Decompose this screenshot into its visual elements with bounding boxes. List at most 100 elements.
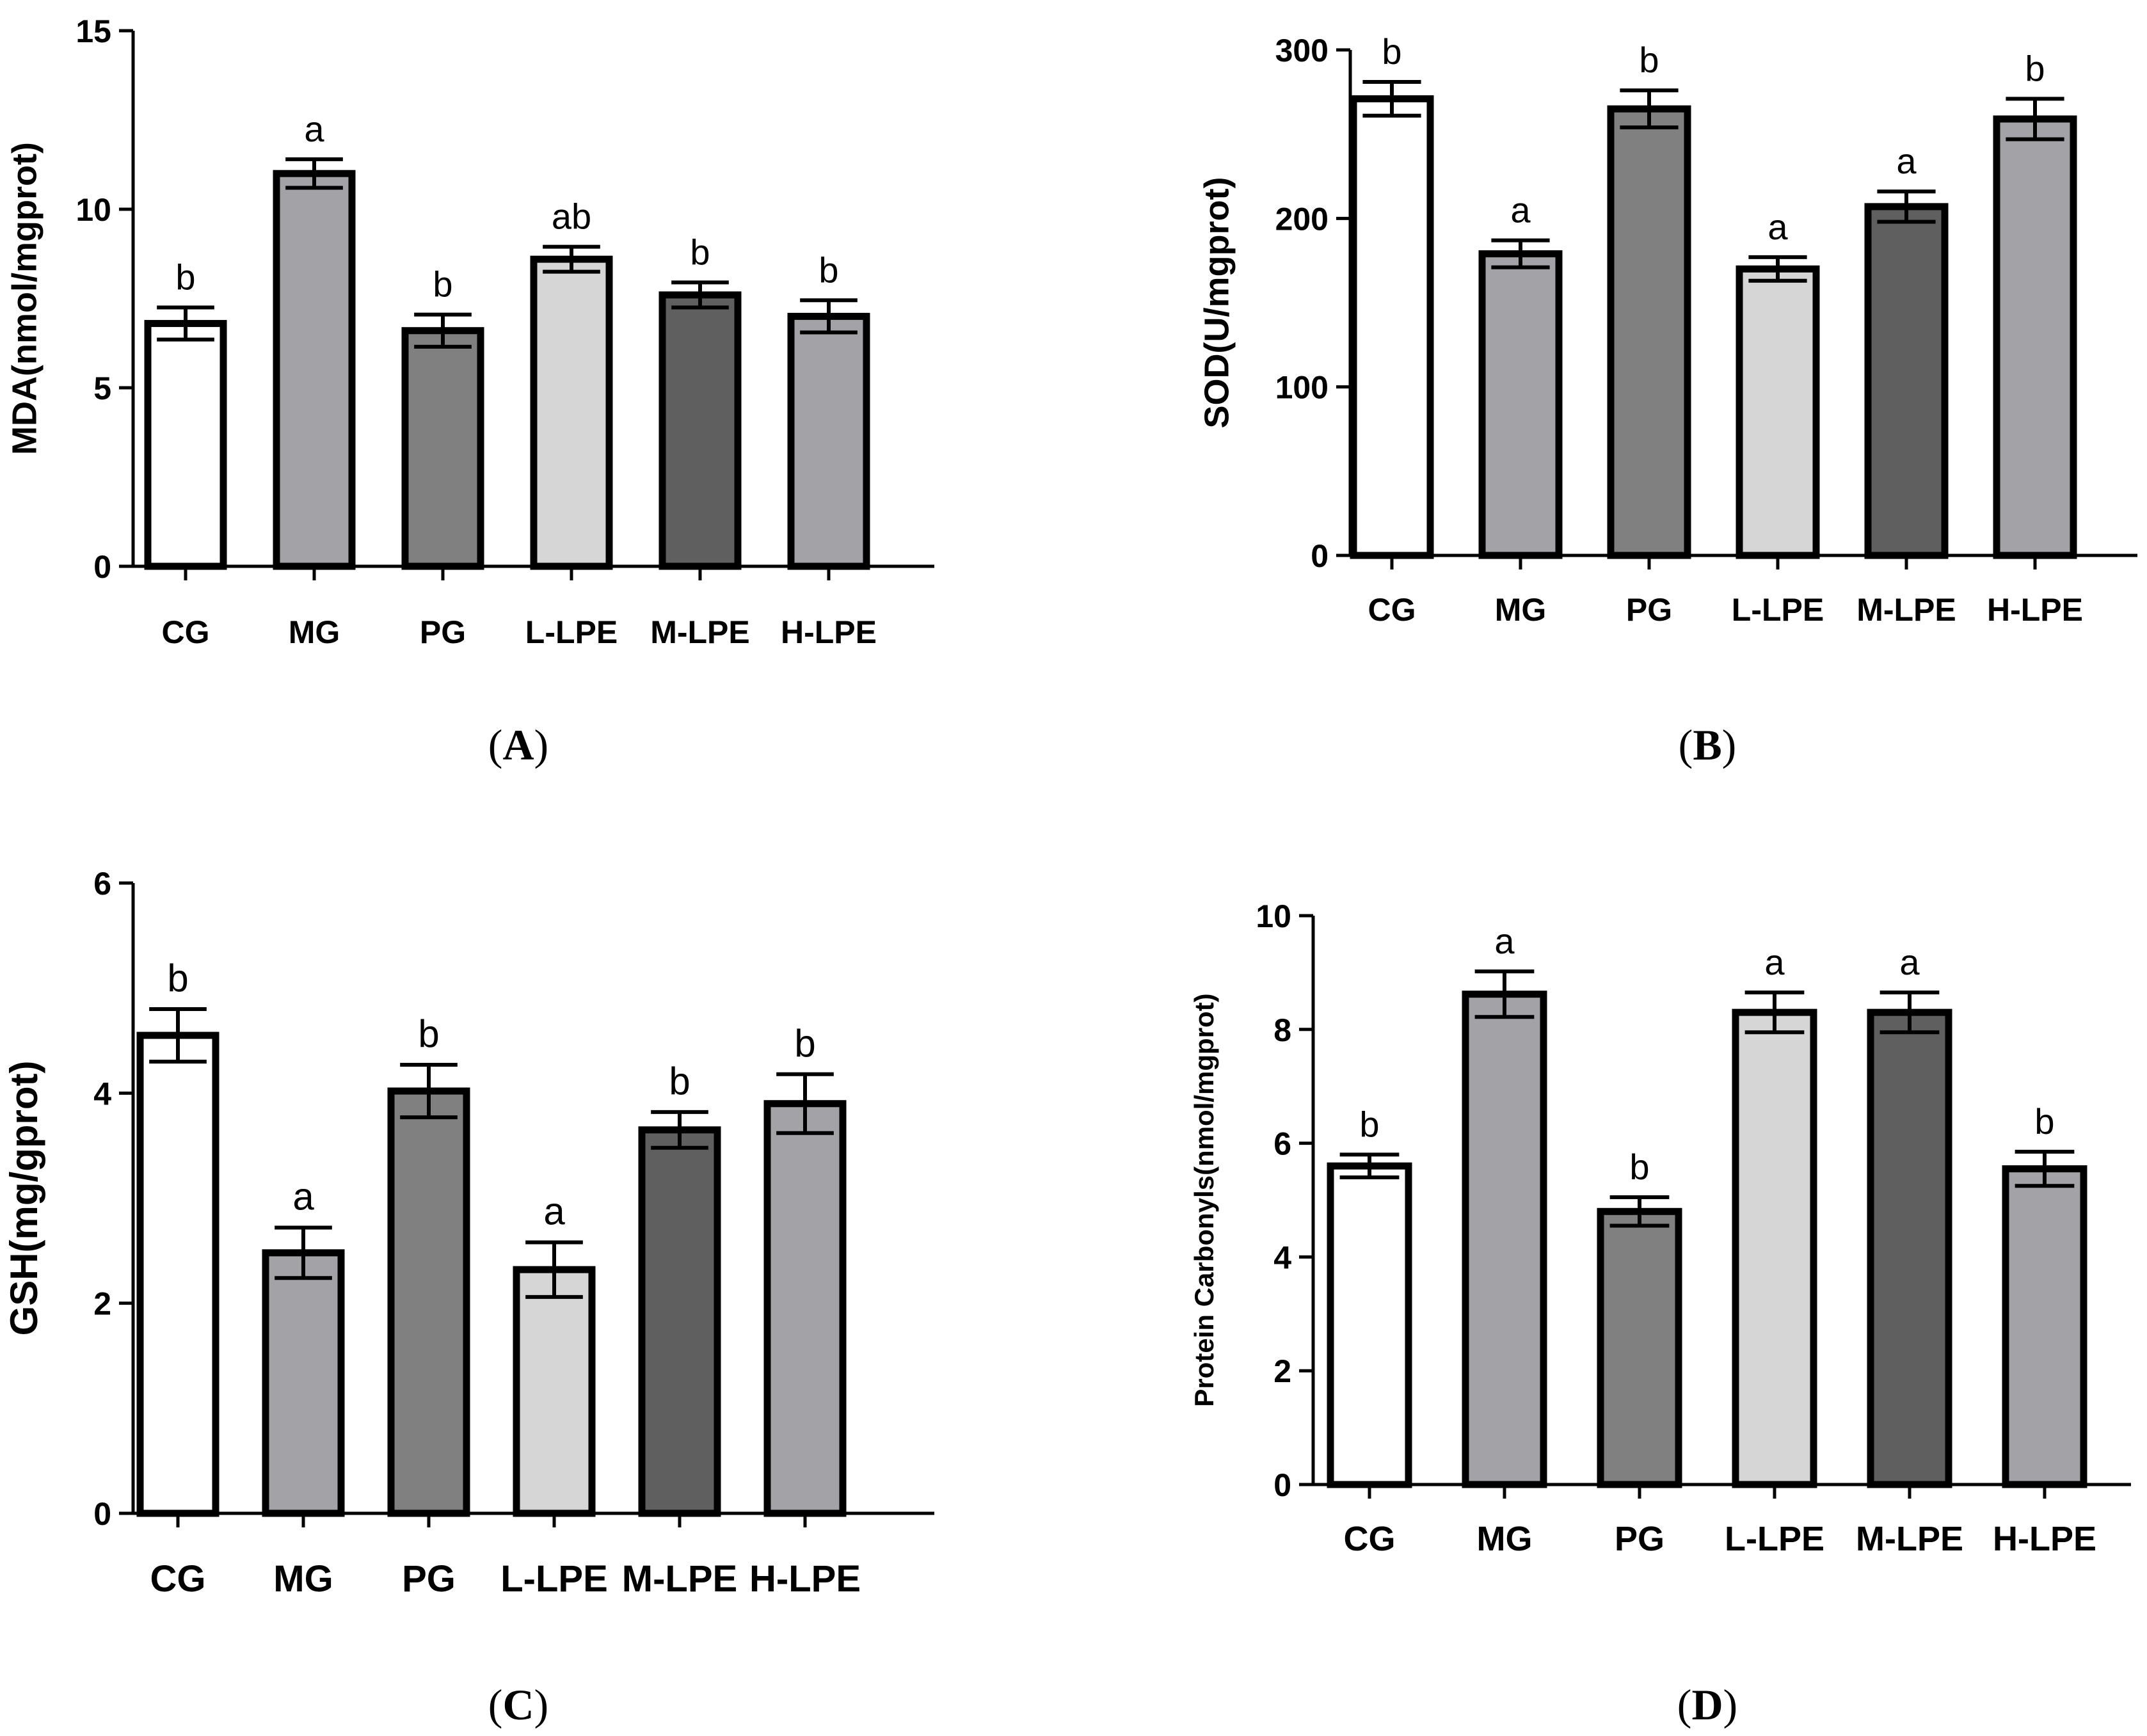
significance-label: a xyxy=(543,1190,565,1232)
bar-l-lpe xyxy=(513,1266,596,1517)
bar-l-lpe xyxy=(530,255,613,570)
category-label: H-LPE xyxy=(749,1558,861,1600)
category-label: H-LPE xyxy=(1993,1520,2096,1558)
bar-mg xyxy=(262,1249,345,1517)
category-label: L-LPE xyxy=(1732,592,1824,628)
panel-b: 0 100 200 300 SOD(U/mgprot) b CG a MG b PG a L-LPE a M… xyxy=(1066,0,2147,704)
y-tick-label: 6 xyxy=(93,866,111,902)
bar-h-lpe xyxy=(763,1100,847,1517)
bar-l-lpe xyxy=(1732,1008,1817,1488)
significance-label: b xyxy=(2034,1101,2054,1142)
y-tick-label: 10 xyxy=(76,192,111,228)
category-label: MG xyxy=(1477,1520,1533,1558)
y-tick-label: 0 xyxy=(1273,1467,1291,1503)
category-label: PG xyxy=(402,1558,456,1600)
significance-label: b xyxy=(175,257,195,297)
chart-svg-c: 0 2 4 6 GSH(mg/gprot) b CG a MG b PG a L-LPE b M-LPE b H… xyxy=(3,866,934,1600)
significance-label: a xyxy=(1510,190,1531,230)
y-axis-title: Protein Carbonyls(nmol/mgprot) xyxy=(1189,993,1219,1406)
caption-d: (D) xyxy=(1677,1680,1738,1729)
significance-label: b xyxy=(794,1022,815,1065)
y-tick-label: 0 xyxy=(93,1496,111,1532)
y-tick-label: 2 xyxy=(1273,1353,1291,1389)
category-label: CG xyxy=(1368,592,1416,628)
category-label: PG xyxy=(420,614,466,650)
y-axis-title: SOD(U/mgprot) xyxy=(1197,177,1236,429)
y-tick-label: 4 xyxy=(93,1076,111,1111)
significance-label: b xyxy=(690,232,710,272)
bar-l-lpe xyxy=(1736,265,1820,559)
y-tick-label: 4 xyxy=(1273,1239,1291,1275)
panel-a: 0 5 10 15 MDA(nmol/mgprot) b CG a MG b PG ab L-LPE b M… xyxy=(0,0,1024,704)
bar-mg xyxy=(273,170,356,570)
bar-cg xyxy=(144,320,227,570)
caption-a: (A) xyxy=(488,721,549,769)
significance-label: a xyxy=(1494,921,1515,961)
category-label: L-LPE xyxy=(525,614,618,650)
category-label: H-LPE xyxy=(781,614,877,650)
bar-h-lpe xyxy=(2002,1165,2087,1488)
bar-m-lpe xyxy=(638,1126,721,1517)
category-label: CG xyxy=(162,614,210,650)
y-tick-label: 6 xyxy=(1273,1126,1291,1162)
bar-cg xyxy=(1327,1162,1412,1488)
y-tick-label: 2 xyxy=(93,1286,111,1322)
caption-c: (C) xyxy=(488,1680,549,1729)
bar-pg xyxy=(387,1087,470,1517)
category-label: M-LPE xyxy=(1856,592,1956,628)
bar-cg xyxy=(1350,95,1434,559)
significance-label: b xyxy=(1382,31,1401,72)
y-tick-label: 5 xyxy=(93,370,111,406)
bar-mg xyxy=(1462,991,1547,1488)
significance-label: b xyxy=(1639,40,1659,80)
significance-label: a xyxy=(1768,207,1788,247)
significance-label: a xyxy=(1764,942,1785,982)
significance-label: a xyxy=(304,109,324,149)
category-label: MG xyxy=(289,614,340,650)
y-tick-label: 200 xyxy=(1275,201,1329,237)
panel-c: 0 2 4 6 GSH(mg/gprot) b CG a MG b PG a L-LPE b M-LPE b H… xyxy=(0,845,1024,1676)
significance-label: a xyxy=(1896,141,1917,181)
significance-label: b xyxy=(167,957,188,999)
panel-d: 0 2 4 6 8 10 Protein Carbonyls(nmol/mgprot) b CG… xyxy=(1066,845,2147,1676)
y-axis-title: MDA(nmol/mgprot) xyxy=(5,142,44,455)
category-label: L-LPE xyxy=(1725,1520,1824,1558)
significance-label: b xyxy=(669,1060,690,1103)
y-tick-label: 10 xyxy=(1256,898,1291,934)
bar-pg xyxy=(1607,105,1691,559)
y-tick-label: 0 xyxy=(1311,538,1329,574)
significance-label: b xyxy=(818,250,838,290)
category-label: L-LPE xyxy=(500,1558,608,1600)
bar-pg xyxy=(1597,1207,1682,1488)
chart-svg-d: 0 2 4 6 8 10 Protein Carbonyls(nmol/mgprot) b CG… xyxy=(1189,898,2131,1558)
category-label: M-LPE xyxy=(650,614,750,650)
significance-label: b xyxy=(2025,48,2045,88)
significance-label: ab xyxy=(552,196,591,237)
y-tick-label: 8 xyxy=(1273,1012,1291,1048)
bar-h-lpe xyxy=(787,312,870,570)
bar-mg xyxy=(1478,250,1563,559)
y-tick-label: 15 xyxy=(76,13,111,49)
significance-label: a xyxy=(1899,942,1920,982)
category-label: M-LPE xyxy=(1856,1520,1963,1558)
category-label: PG xyxy=(1615,1520,1664,1558)
significance-label: b xyxy=(433,264,452,305)
significance-label: b xyxy=(1629,1147,1649,1187)
category-label: CG xyxy=(1344,1520,1396,1558)
bar-h-lpe xyxy=(1993,115,2077,559)
chart-svg-a: 0 5 10 15 MDA(nmol/mgprot) b CG a MG b PG ab L-LPE b M… xyxy=(5,13,934,650)
chart-svg-b: 0 100 200 300 SOD(U/mgprot) b CG a MG b PG a L-LPE a M… xyxy=(1197,31,2137,628)
bar-cg xyxy=(136,1031,219,1517)
significance-label: b xyxy=(1359,1104,1379,1144)
bar-pg xyxy=(401,327,484,570)
category-label: H-LPE xyxy=(1987,592,2083,628)
y-tick-label: 300 xyxy=(1275,33,1329,68)
caption-b: (B) xyxy=(1678,721,1737,769)
y-axis-title: GSH(mg/gprot) xyxy=(3,1061,45,1336)
category-label: MG xyxy=(1495,592,1547,628)
y-tick-label: 0 xyxy=(93,549,111,585)
category-label: PG xyxy=(1626,592,1672,628)
bar-m-lpe xyxy=(1867,1008,1952,1488)
significance-label: b xyxy=(418,1012,439,1055)
bar-m-lpe xyxy=(658,291,742,570)
